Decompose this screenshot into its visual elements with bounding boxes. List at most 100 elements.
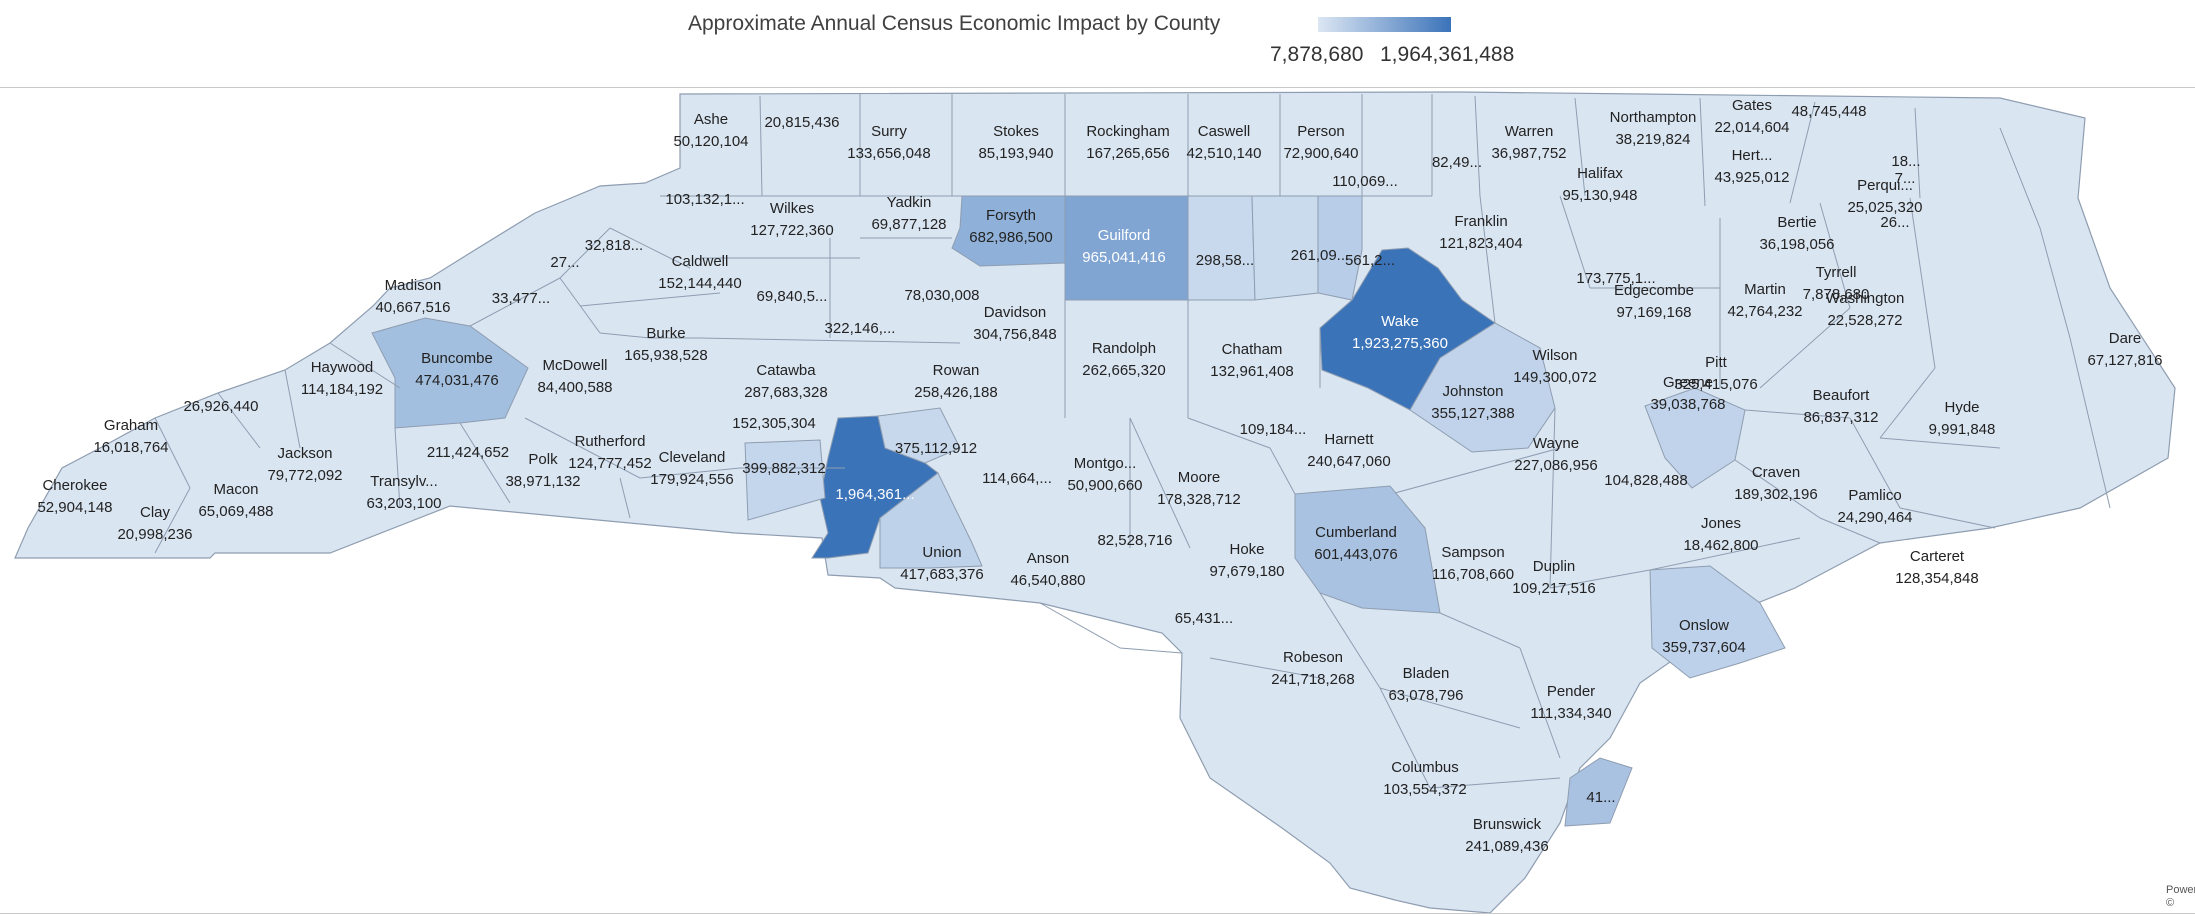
county-jones[interactable]: Jones 18,462,800: [1683, 515, 1758, 554]
county-unnamed-12[interactable]: 48,745,448: [1791, 103, 1866, 120]
county-carteret[interactable]: Carteret 128,354,848: [1895, 548, 1978, 587]
county-burke[interactable]: Burke 165,938,528: [624, 325, 707, 364]
county-tyrrell[interactable]: Tyrrell 7,878,680: [1803, 264, 1870, 303]
county-unnamed-41[interactable]: 322,146,...: [825, 320, 896, 337]
county-unnamed-37[interactable]: 173,775,1...: [1576, 270, 1655, 287]
county-unnamed-26[interactable]: 561,2...: [1345, 252, 1395, 269]
county-rutherford[interactable]: Rutherford 124,777,452: [568, 433, 651, 472]
county-dare[interactable]: Dare 67,127,816: [2087, 330, 2162, 369]
county-unnamed-75[interactable]: 104,828,488: [1604, 472, 1687, 489]
county-cherokee[interactable]: Cherokee 52,904,148: [37, 477, 112, 516]
county-pender[interactable]: Pender 111,334,340: [1530, 683, 1611, 722]
county-bertie[interactable]: Bertie 36,198,056: [1759, 214, 1834, 253]
county-unnamed-36[interactable]: 33,477...: [492, 290, 550, 307]
county-unnamed-15[interactable]: 18...: [1891, 153, 1920, 170]
county-wilkes[interactable]: Wilkes 127,722,360: [750, 200, 833, 239]
county-wake[interactable]: Wake 1,923,275,360: [1352, 313, 1448, 352]
county-rowan[interactable]: Rowan 258,426,188: [914, 362, 997, 401]
county-forsyth[interactable]: Forsyth 682,986,500: [969, 207, 1052, 246]
county-washington[interactable]: Washington 22,528,272: [1826, 290, 1905, 329]
county-jackson[interactable]: Jackson 79,772,092: [267, 445, 342, 484]
county-union[interactable]: Union 417,683,376: [900, 544, 983, 583]
county-unnamed-24[interactable]: 298,58...: [1196, 252, 1254, 269]
county-brunswick[interactable]: Brunswick 241,089,436: [1465, 816, 1548, 855]
county-unnamed-60[interactable]: 152,305,304: [732, 415, 815, 432]
county-haywood[interactable]: Haywood 114,184,192: [301, 359, 383, 398]
county-unnamed-30[interactable]: 27...: [550, 254, 579, 271]
county-caswell[interactable]: Caswell 42,510,140: [1186, 123, 1261, 162]
county-montgo[interactable]: Montgo... 50,900,660: [1067, 455, 1142, 494]
county-greene[interactable]: Greene 39,038,768: [1650, 374, 1725, 413]
county-pamlico[interactable]: Pamlico 24,290,464: [1837, 487, 1912, 526]
county-catawba[interactable]: Catawba 287,683,328: [744, 362, 827, 401]
county-macon[interactable]: Macon 65,069,488: [198, 481, 273, 520]
county-wayne[interactable]: Wayne 227,086,956: [1514, 435, 1597, 474]
county-halifax[interactable]: Halifax 95,130,948: [1562, 165, 1637, 204]
county-madison[interactable]: Madison 40,667,516: [375, 277, 450, 316]
county-cleveland[interactable]: Cleveland 179,924,556: [650, 449, 733, 488]
county-hert[interactable]: Hert... 43,925,012: [1714, 147, 1789, 186]
county-columbus[interactable]: Columbus 103,554,372: [1383, 759, 1466, 798]
county-northampton[interactable]: Northampton 38,219,824: [1610, 109, 1697, 148]
county-unnamed-63[interactable]: 211,424,652: [427, 444, 509, 461]
county-unnamed-20[interactable]: 26...: [1880, 214, 1909, 231]
county-hoke[interactable]: Hoke 97,679,180: [1209, 541, 1284, 580]
county-unnamed-55[interactable]: 26,926,440: [183, 398, 258, 415]
county-perqui[interactable]: Perqui... 25,025,320: [1847, 177, 1922, 216]
county-unnamed-25[interactable]: 261,09...: [1291, 247, 1349, 264]
county-franklin[interactable]: Franklin 121,823,404: [1439, 213, 1522, 252]
county-unnamed-1[interactable]: 20,815,436: [764, 114, 839, 131]
county-surry[interactable]: Surry 133,656,048: [847, 123, 930, 162]
county-robeson[interactable]: Robeson 241,718,268: [1271, 649, 1354, 688]
county-unnamed-72[interactable]: 114,664,...: [982, 470, 1052, 487]
county-ashe[interactable]: Ashe 50,120,104: [673, 111, 748, 150]
county-randolph[interactable]: Randolph 262,665,320: [1082, 340, 1165, 379]
county-unnamed-8[interactable]: 82,49...: [1432, 154, 1482, 171]
county-clay[interactable]: Clay 20,998,236: [117, 504, 192, 543]
county-unnamed-14[interactable]: 7...: [1895, 170, 1916, 187]
county-martin[interactable]: Martin 42,764,232: [1727, 281, 1802, 320]
county-unnamed-98[interactable]: 41...: [1586, 789, 1615, 806]
county-sampson[interactable]: Sampson 116,708,660: [1432, 544, 1514, 583]
county-warren[interactable]: Warren 36,987,752: [1491, 123, 1566, 162]
county-stokes[interactable]: Stokes 85,193,940: [978, 123, 1053, 162]
county-harnett[interactable]: Harnett 240,647,060: [1307, 431, 1390, 470]
county-unnamed-80[interactable]: 1,964,361...: [835, 486, 914, 503]
county-johnston[interactable]: Johnston 355,127,388: [1431, 383, 1514, 422]
county-moore[interactable]: Moore 178,328,712: [1157, 469, 1240, 508]
county-polk[interactable]: Polk 38,971,132: [505, 451, 580, 490]
county-unnamed-71[interactable]: 399,882,312: [742, 460, 825, 477]
county-edgecombe[interactable]: Edgecombe 97,169,168: [1614, 282, 1694, 321]
county-yadkin[interactable]: Yadkin 69,877,128: [871, 194, 946, 233]
county-unnamed-7[interactable]: 110,069...: [1332, 173, 1398, 190]
county-guilford[interactable]: Guilford 965,041,416: [1082, 227, 1165, 266]
county-buncombe[interactable]: Buncombe 474,031,476: [415, 350, 498, 389]
county-davidson[interactable]: Davidson 304,756,848: [973, 304, 1056, 343]
county-unnamed-29[interactable]: 32,818...: [585, 237, 643, 254]
county-unnamed-32[interactable]: 69,840,5...: [757, 288, 828, 305]
county-unnamed-83[interactable]: 82,528,716: [1097, 532, 1172, 549]
county-graham[interactable]: Graham 16,018,764: [93, 417, 168, 456]
county-chatham[interactable]: Chatham 132,961,408: [1210, 341, 1293, 380]
county-pitt[interactable]: Pitt 325,415,076: [1674, 354, 1757, 393]
county-duplin[interactable]: Duplin 109,217,516: [1512, 558, 1595, 597]
county-caldwell[interactable]: Caldwell 152,144,440: [658, 253, 741, 292]
county-wilson[interactable]: Wilson 149,300,072: [1513, 347, 1596, 386]
county-craven[interactable]: Craven 189,302,196: [1734, 464, 1817, 503]
county-person[interactable]: Person 72,900,640: [1283, 123, 1358, 162]
county-hyde[interactable]: Hyde 9,991,848: [1929, 399, 1996, 438]
county-beaufort[interactable]: Beaufort 86,837,312: [1803, 387, 1878, 426]
county-gates[interactable]: Gates 22,014,604: [1714, 97, 1789, 136]
county-rockingham[interactable]: Rockingham 167,265,656: [1086, 123, 1169, 162]
county-unnamed-17[interactable]: 103,132,1...: [665, 191, 744, 208]
county-unnamed-61[interactable]: 109,184...: [1240, 421, 1307, 438]
county-anson[interactable]: Anson 46,540,880: [1010, 550, 1085, 589]
county-cumberland[interactable]: Cumberland 601,443,076: [1314, 524, 1397, 563]
county-unnamed-92[interactable]: 65,431...: [1175, 610, 1233, 627]
county-transylv[interactable]: Transylv... 63,203,100: [366, 473, 441, 512]
county-onslow[interactable]: Onslow 359,737,604: [1662, 617, 1745, 656]
county-bladen[interactable]: Bladen 63,078,796: [1388, 665, 1463, 704]
county-unnamed-66[interactable]: 375,112,912: [895, 440, 977, 457]
county-mcdowell[interactable]: McDowell 84,400,588: [537, 357, 612, 396]
county-unnamed-33[interactable]: 78,030,008: [904, 287, 979, 304]
